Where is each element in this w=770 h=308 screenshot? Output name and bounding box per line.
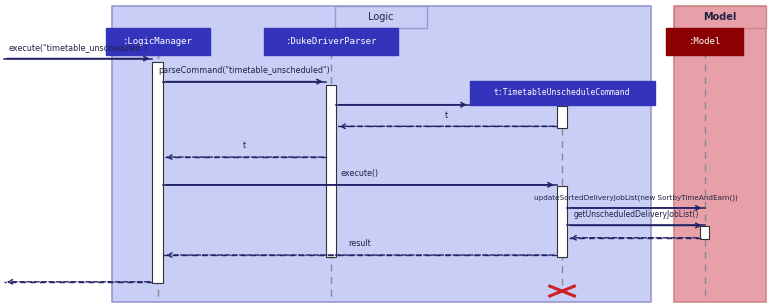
Bar [557,106,567,128]
Bar [470,81,654,105]
Bar [263,28,399,55]
Text: execute(): execute() [341,169,379,178]
Text: :Model: :Model [688,37,721,46]
Bar [112,6,651,302]
Text: parseCommand("timetable_unscheduled"): parseCommand("timetable_unscheduled") [159,66,330,75]
Text: t: t [445,111,448,120]
Bar [335,6,427,28]
Text: :LogicManager: :LogicManager [123,37,192,46]
Bar [674,6,766,28]
Text: updateSortedDeliveryJobList(new SortbyTimeAndEarn()): updateSortedDeliveryJobList(new SortbyTi… [534,195,738,201]
Bar [700,226,709,239]
Text: Model: Model [703,12,737,22]
Text: t:TimetableUnscheduleCommand: t:TimetableUnscheduleCommand [494,88,631,97]
Bar [666,28,743,55]
Text: t: t [243,141,246,150]
Text: result: result [349,239,371,248]
Bar [674,6,766,302]
Text: Logic: Logic [368,12,394,22]
Text: getUnscheduledDeliveryJobList(): getUnscheduledDeliveryJobList() [574,210,698,219]
Bar [326,85,336,257]
Text: execute("timetable_unscheduled"): execute("timetable_unscheduled") [8,43,148,52]
Bar [152,62,163,283]
Text: :DukeDriverParser: :DukeDriverParser [286,37,377,46]
Bar [105,28,209,55]
Bar [557,186,567,257]
